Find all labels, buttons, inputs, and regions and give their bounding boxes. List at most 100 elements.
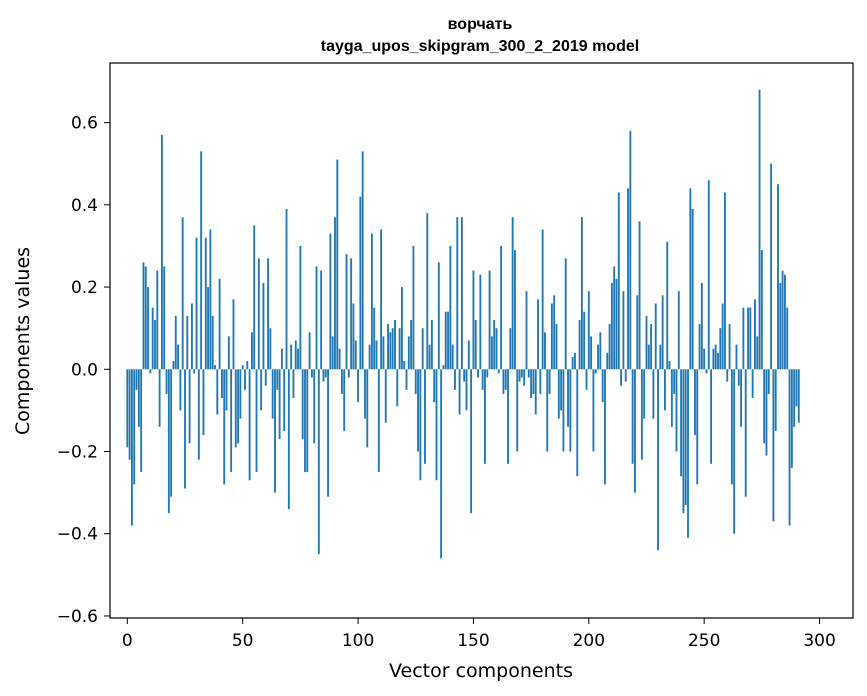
bar — [760, 250, 763, 370]
bar — [601, 369, 604, 403]
bar — [375, 340, 378, 370]
bar — [437, 262, 440, 370]
y-tick-label: −0.6 — [57, 607, 98, 627]
bar — [306, 369, 309, 473]
bar — [474, 319, 477, 370]
bar — [790, 369, 793, 468]
bar — [223, 369, 226, 485]
bar — [777, 184, 779, 370]
bar — [269, 328, 272, 370]
bar — [248, 369, 251, 481]
y-tick-label: 0.2 — [71, 278, 98, 298]
bar-series — [126, 89, 800, 559]
bar — [610, 282, 613, 370]
bar — [350, 258, 353, 370]
bar — [509, 328, 512, 370]
bar — [520, 369, 523, 378]
bar — [156, 270, 159, 370]
bar — [426, 213, 429, 370]
bar — [569, 369, 572, 452]
chart-title: ворчать — [448, 16, 513, 33]
plot-frame — [109, 62, 854, 619]
bar — [636, 295, 639, 370]
bar — [580, 217, 583, 370]
bar — [574, 352, 576, 370]
bar — [207, 287, 209, 370]
x-axis-label: Vector components — [389, 660, 573, 682]
bar — [627, 188, 629, 370]
bar — [239, 369, 242, 419]
bar — [442, 365, 445, 370]
bar — [135, 369, 138, 390]
bar — [742, 307, 745, 370]
bar — [730, 369, 733, 485]
bar — [597, 344, 599, 370]
bar — [544, 332, 546, 370]
bar — [511, 217, 514, 370]
bar — [613, 266, 616, 370]
bar — [253, 225, 256, 370]
bar — [477, 369, 479, 378]
bar — [484, 369, 486, 464]
bar — [670, 369, 673, 427]
bar — [218, 278, 221, 370]
bar — [304, 369, 306, 473]
bar — [400, 287, 403, 370]
bar — [763, 369, 766, 444]
bar — [497, 369, 500, 374]
bar — [262, 282, 265, 370]
bar — [608, 324, 611, 370]
x-tick-label: 150 — [457, 631, 489, 651]
bar — [287, 369, 290, 510]
x-tick-label: 200 — [573, 631, 605, 651]
bar — [562, 369, 565, 452]
bar — [170, 369, 173, 497]
bar — [126, 369, 129, 448]
bar — [405, 369, 408, 390]
bar — [128, 369, 131, 460]
bar — [329, 233, 332, 370]
bar — [606, 352, 609, 370]
bar — [604, 369, 606, 485]
bar — [447, 311, 449, 370]
bar — [382, 336, 385, 370]
bar — [315, 266, 318, 370]
bar — [675, 369, 678, 452]
bar — [567, 369, 569, 427]
bar — [294, 340, 297, 370]
bar — [225, 369, 228, 411]
bar — [754, 299, 756, 370]
bar — [334, 217, 336, 370]
bar — [516, 369, 519, 452]
bar — [440, 369, 443, 559]
bar — [276, 369, 279, 390]
bar — [797, 369, 800, 423]
bar — [250, 332, 253, 370]
bar — [756, 336, 759, 370]
bar — [714, 344, 717, 370]
bar — [317, 369, 320, 555]
x-tick-label: 50 — [232, 631, 254, 651]
bar — [784, 274, 786, 370]
bar — [770, 163, 773, 370]
bar — [255, 369, 258, 473]
bar — [197, 369, 200, 460]
bar — [664, 369, 666, 411]
bar — [490, 336, 493, 370]
bar — [615, 278, 618, 370]
bar — [377, 369, 380, 473]
bar — [167, 369, 170, 514]
bar — [710, 369, 713, 464]
bar — [394, 319, 396, 370]
bar — [530, 369, 533, 399]
bar — [209, 229, 212, 370]
bar — [486, 369, 489, 378]
bar — [373, 307, 376, 370]
bar — [193, 369, 196, 374]
bar — [622, 291, 625, 370]
bar — [324, 369, 327, 378]
bar — [788, 369, 791, 526]
bar — [571, 356, 574, 370]
y-axis-label: Components values — [12, 247, 34, 435]
bar — [174, 315, 177, 370]
